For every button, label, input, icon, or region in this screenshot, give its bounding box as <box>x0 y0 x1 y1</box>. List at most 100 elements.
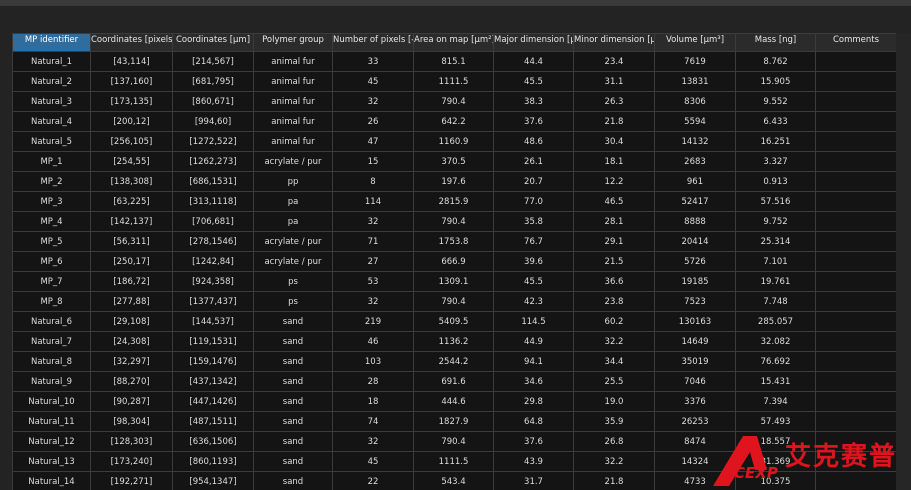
table-cell: 8888 <box>654 211 736 232</box>
table-row[interactable]: Natural_3 [173,135] [860,671] animal fur 32 7… <box>12 91 896 112</box>
table-cell: [277,88] <box>90 291 173 312</box>
table-cell: [88,270] <box>90 371 173 392</box>
table-cell: 19185 <box>654 271 736 292</box>
table-cell: 29.8 <box>493 391 574 412</box>
table-cell: [487,1511] <box>172 411 254 432</box>
table-row[interactable]: MP_3 [63,225] [313,1118] pa 114 2815.9 77.0 46.… <box>12 191 896 212</box>
table-row[interactable]: Natural_7 [24,308] [119,1531] sand 46 1136.2 4… <box>12 331 896 352</box>
column-header: Comments <box>815 33 896 52</box>
empty-cell <box>815 431 896 452</box>
table-cell: 219 <box>332 311 414 332</box>
table-row[interactable]: Natural_8 [32,297] [159,1476] sand 103 2544.2… <box>12 351 896 372</box>
table-row[interactable]: MP_8 [277,88] [1377,437] ps 32 790.4 42.3 23.8 7… <box>12 291 896 312</box>
table-row[interactable]: Natural_2 [137,160] [681,795] animal fur 45 1… <box>12 71 896 92</box>
table-cell: acrylate / pur <box>253 151 333 172</box>
table-cell: Natural_9 <box>12 371 91 392</box>
empty-cell <box>815 271 896 292</box>
table-cell: 8 <box>332 171 414 192</box>
column-header: Coordinates [µm] <box>172 33 254 52</box>
table-cell: [254,55] <box>90 151 173 172</box>
table-cell: sand <box>253 391 333 412</box>
table-cell: Natural_6 <box>12 311 91 332</box>
table-cell: 94.1 <box>493 351 574 372</box>
table-cell: [256,105] <box>90 131 173 152</box>
table-cell: 1136.2 <box>413 331 494 352</box>
table-cell: 64.8 <box>493 411 574 432</box>
table-row[interactable]: Natural_13 [173,240] [860,1193] sand 45 1111.… <box>12 451 896 472</box>
table-cell: [142,137] <box>90 211 173 232</box>
table-cell: 32.2 <box>573 451 655 472</box>
table-cell: [128,303] <box>90 431 173 452</box>
table-row[interactable]: Natural_11 [98,304] [487,1511] sand 74 1827.9… <box>12 411 896 432</box>
table-row[interactable]: MP_4 [142,137] [706,681] pa 32 790.4 35.8 28.1 8… <box>12 211 896 232</box>
table-cell: 14132 <box>654 131 736 152</box>
table-cell: [144,537] <box>172 311 254 332</box>
table-cell: 1827.9 <box>413 411 494 432</box>
table-cell: 26253 <box>654 411 736 432</box>
table-cell: 76.692 <box>735 351 816 372</box>
table-cell: 543.4 <box>413 471 494 490</box>
column-header: Minor dimension [µm] <box>573 33 655 52</box>
table-row[interactable]: Natural_14 [192,271] [954,1347] sand 22 543.4… <box>12 471 896 490</box>
table-row[interactable]: Natural_6 [29,108] [144,537] sand 219 5409.5 1… <box>12 311 896 332</box>
table-cell: sand <box>253 311 333 332</box>
table-cell: 60.2 <box>573 311 655 332</box>
table-cell: 43.9 <box>493 451 574 472</box>
table-row[interactable]: Natural_12 [128,303] [636,1506] sand 32 790.4… <box>12 431 896 452</box>
column-header: Coordinates [pixels] <box>90 33 173 52</box>
table-cell: 2544.2 <box>413 351 494 372</box>
column-header: Mass [ng] <box>735 33 816 52</box>
table-cell: 53 <box>332 271 414 292</box>
table-cell: 9.552 <box>735 91 816 112</box>
table-cell: [250,17] <box>90 251 173 272</box>
table-cell: 35.9 <box>573 411 655 432</box>
empty-cell <box>815 311 896 332</box>
table-cell: 26.1 <box>493 151 574 172</box>
table-row[interactable]: Natural_5 [256,105] [1272,522] animal fur 47… <box>12 131 896 152</box>
table-row[interactable]: Natural_9 [88,270] [437,1342] sand 28 691.6 34… <box>12 371 896 392</box>
table-cell: [1262,273] <box>172 151 254 172</box>
table-cell: [159,1476] <box>172 351 254 372</box>
table-cell: 45 <box>332 451 414 472</box>
table-cell: 21.8 <box>573 111 655 132</box>
title-bar <box>0 0 911 6</box>
table-cell: 76.7 <box>493 231 574 252</box>
table-cell: sand <box>253 371 333 392</box>
table-view: MP identifier Coordinates [pixels] Coordin… <box>12 33 896 490</box>
table-cell: 48.6 <box>493 131 574 152</box>
table-row[interactable]: Natural_10 [90,287] [447,1426] sand 18 444.6 2… <box>12 391 896 412</box>
table-cell: ps <box>253 271 333 292</box>
table-cell: [1242,84] <box>172 251 254 272</box>
table-row[interactable]: MP_2 [138,308] [686,1531] pp 8 197.6 20.7 12.2 9… <box>12 171 896 192</box>
table-cell: 9.752 <box>735 211 816 232</box>
table-cell: 7523 <box>654 291 736 312</box>
table-cell: [56,311] <box>90 231 173 252</box>
column-header: Volume [µm³] <box>654 33 736 52</box>
table-row[interactable]: MP_5 [56,311] [278,1546] acrylate / pur 71 17… <box>12 231 896 252</box>
table-cell: MP_5 <box>12 231 91 252</box>
table-cell: [1272,522] <box>172 131 254 152</box>
table-cell: MP_1 <box>12 151 91 172</box>
table-cell: 21.8 <box>573 471 655 490</box>
table-row[interactable]: MP_1 [254,55] [1262,273] acrylate / pur 15 37… <box>12 151 896 172</box>
table-row[interactable]: MP_7 [186,72] [924,358] ps 53 1309.1 45.5 36.6 1… <box>12 271 896 292</box>
table-cell: 790.4 <box>413 291 494 312</box>
column-header: MP identifier <box>12 33 91 52</box>
watermark-icon <box>713 436 767 486</box>
table-row[interactable]: Natural_4 [200,12] [994,60] animal fur 26 642… <box>12 111 896 132</box>
scrollbar[interactable] <box>896 33 911 490</box>
table-row[interactable]: Natural_1 [43,114] [214,567] animal fur 33 81… <box>12 51 896 72</box>
table-cell: [63,225] <box>90 191 173 212</box>
table-cell: [636,1506] <box>172 431 254 452</box>
table-cell: [994,60] <box>172 111 254 132</box>
table-cell: 815.1 <box>413 51 494 72</box>
header-row: MP identifier Coordinates [pixels] Coordin… <box>12 33 896 52</box>
table-cell: 19.761 <box>735 271 816 292</box>
table-cell: [278,1546] <box>172 231 254 252</box>
table-cell: 39.6 <box>493 251 574 272</box>
table-cell: 2683 <box>654 151 736 172</box>
table-cell: 32 <box>332 211 414 232</box>
table-row[interactable]: MP_6 [250,17] [1242,84] acrylate / pur 27 666… <box>12 251 896 272</box>
watermark: 艾克赛普 CCEXP <box>705 430 911 490</box>
table-cell: 21.5 <box>573 251 655 272</box>
